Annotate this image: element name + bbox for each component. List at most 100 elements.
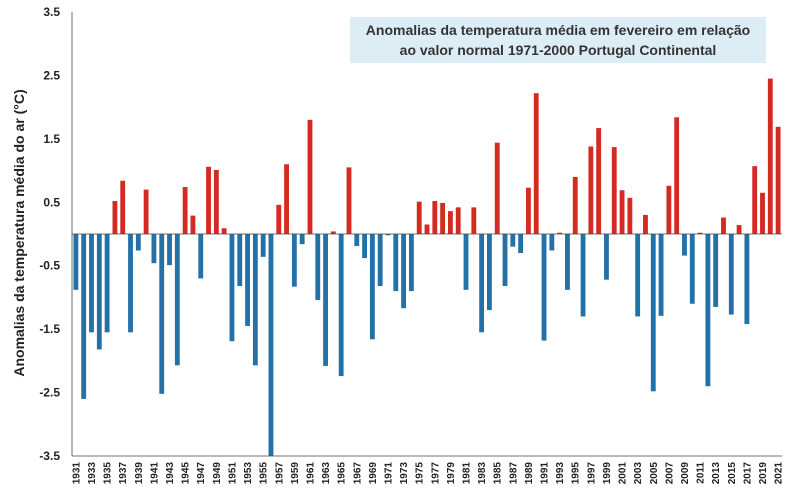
bar-2000: [611, 147, 617, 234]
x-tick-label: 1955: [259, 462, 270, 485]
x-tick-label: 2015: [727, 462, 738, 485]
bar-1939: [135, 234, 141, 251]
x-tick-label: 1933: [87, 462, 98, 485]
bar-2013: [713, 234, 719, 307]
x-tick-label: 1965: [337, 462, 348, 485]
bar-1944: [174, 234, 180, 366]
bar-2010: [689, 234, 695, 304]
bar-2001: [619, 190, 625, 234]
bar-1969: [369, 234, 375, 340]
x-tick-label: 1935: [103, 462, 114, 485]
x-tick-label: 1957: [274, 462, 285, 485]
y-tick-label: 3.5: [43, 5, 60, 19]
bar-1999: [604, 234, 609, 280]
x-tick-label: 2013: [711, 462, 722, 485]
bar-1943: [167, 234, 172, 266]
y-tick-label: 1.5: [43, 132, 60, 146]
y-axis-label: Anomalias da temperatura média do ar (°C…: [11, 89, 27, 376]
x-tick-label: 1949: [212, 462, 223, 485]
bars-group: [73, 78, 781, 456]
bar-1981: [463, 234, 469, 290]
bar-1940: [143, 189, 149, 234]
bar-1932: [81, 234, 87, 399]
bar-1934: [96, 234, 102, 350]
bar-1994: [565, 234, 570, 290]
x-tick-label: 1993: [555, 462, 566, 485]
bar-2016: [736, 225, 742, 234]
bar-2004: [643, 214, 648, 234]
x-tick-label: 2021: [774, 462, 785, 485]
x-tick-label: 1979: [446, 462, 457, 485]
bar-1933: [89, 234, 94, 333]
bar-1945: [182, 187, 188, 234]
bar-1982: [471, 207, 477, 234]
bar-2002: [627, 197, 633, 234]
bar-2020: [767, 78, 773, 234]
x-tick-label: 1971: [383, 462, 394, 485]
bar-1952: [237, 234, 243, 287]
bar-2005: [650, 234, 656, 392]
x-tick-labels: 1931 1933 1935 1937 1939 1941 1943 1945 1947 1949…: [71, 462, 784, 485]
bar-1970: [377, 234, 383, 287]
x-tick-label: 1951: [227, 462, 238, 485]
chart-title-box: Anomalias da temperatura média em fevere…: [350, 17, 766, 63]
bar-1985: [494, 142, 500, 234]
bar-2003: [635, 234, 641, 317]
chart-title-line-1: Anomalias da temperatura média em fevere…: [365, 22, 751, 38]
x-tick-label: 1997: [586, 462, 597, 485]
bar-1938: [128, 234, 133, 333]
bar-1950: [221, 228, 227, 234]
chart-title-line-2: ao valor normal 1971-2000 Portugal Conti…: [399, 42, 717, 58]
x-tick-label: 2007: [664, 462, 675, 485]
bar-1998: [596, 128, 602, 234]
bar-2019: [760, 192, 765, 234]
bar-1964: [330, 231, 336, 234]
bar-1960: [299, 234, 305, 245]
bar-1946: [190, 215, 196, 234]
y-tick-label: -2.5: [39, 386, 60, 400]
bar-1973: [401, 234, 407, 309]
bar-1988: [518, 234, 524, 254]
bar-1967: [354, 234, 360, 247]
x-tick-label: 1959: [290, 462, 301, 485]
bar-1992: [549, 234, 555, 251]
bar-1948: [206, 166, 211, 234]
bar-1951: [229, 234, 235, 342]
x-tick-label: 1977: [430, 462, 441, 485]
x-tick-label: 2011: [696, 462, 707, 484]
x-tick-label: 1939: [134, 462, 145, 485]
x-tick-label: 1983: [477, 462, 488, 485]
bar-2017: [744, 234, 750, 325]
bar-1990: [533, 93, 539, 234]
bar-1978: [440, 202, 446, 234]
bar-1971: [385, 234, 391, 236]
bar-1980: [455, 207, 461, 234]
bar-1962: [315, 234, 321, 300]
bar-1949: [213, 169, 219, 234]
bar-1977: [432, 201, 438, 234]
x-tick-label: 1947: [196, 462, 207, 485]
x-tick-label: 1995: [571, 462, 582, 485]
bar-2014: [721, 217, 726, 234]
bar-1979: [447, 211, 453, 234]
bar-1986: [502, 234, 508, 287]
bar-2015: [728, 234, 734, 315]
bar-1941: [151, 234, 157, 264]
x-tick-label: 2019: [758, 462, 769, 485]
x-tick-label: 1941: [149, 462, 160, 485]
bar-2018: [752, 166, 758, 234]
bar-1955: [260, 234, 266, 257]
bar-1965: [338, 234, 344, 377]
x-tick-label: 2003: [633, 462, 644, 485]
x-tick-label: 2009: [680, 462, 691, 485]
bar-1935: [104, 234, 110, 333]
bar-2021: [775, 126, 781, 234]
bar-1961: [307, 119, 313, 234]
x-tick-label: 2001: [618, 462, 629, 485]
bar-1953: [245, 234, 250, 326]
x-tick-label: 1975: [415, 462, 426, 485]
bar-2009: [682, 234, 687, 256]
bar-1991: [541, 234, 547, 341]
x-tick-label: 1985: [493, 462, 504, 485]
x-tick-label: 1953: [243, 462, 254, 485]
